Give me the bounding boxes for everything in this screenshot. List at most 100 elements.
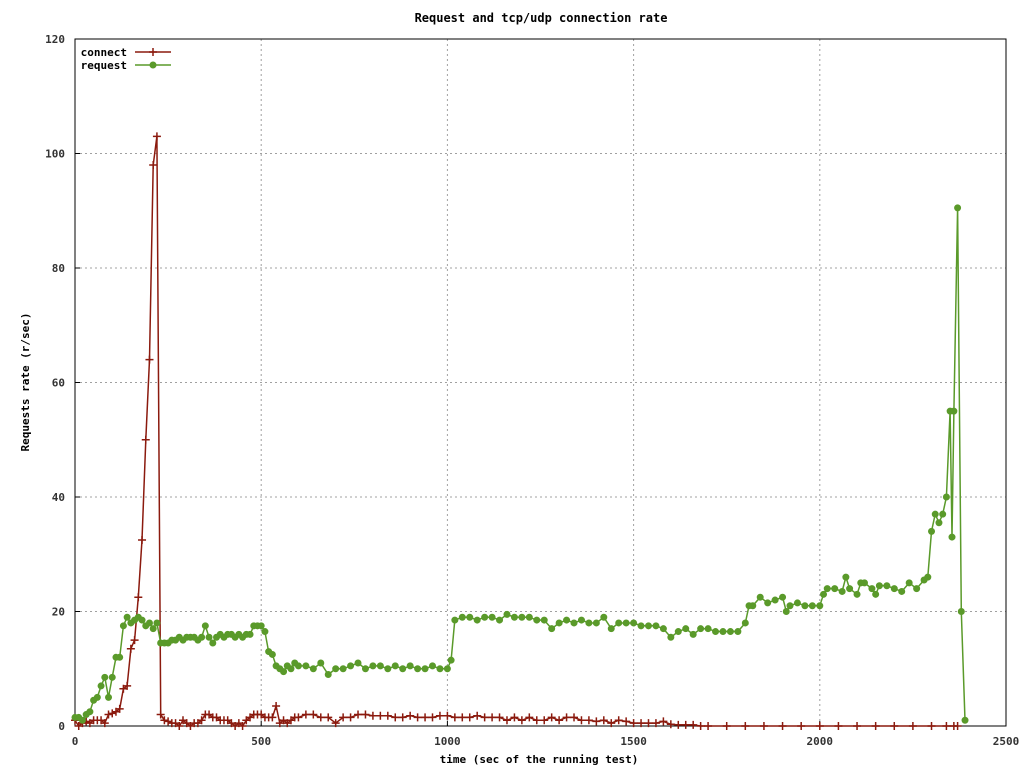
connect-point <box>123 681 132 690</box>
request-point <box>950 407 958 415</box>
request-point <box>704 625 712 633</box>
legend-label-request: request <box>81 59 127 72</box>
chart-title: Request and tcp/udp connection rate <box>415 11 668 25</box>
request-point <box>667 633 675 641</box>
x-tick-label: 0 <box>72 735 79 748</box>
connect-point <box>577 716 586 725</box>
connect-point <box>629 719 638 728</box>
connect-point <box>570 713 579 722</box>
request-point <box>890 585 898 593</box>
connect-point <box>622 717 631 726</box>
connect-point <box>145 355 154 364</box>
connect-point <box>696 722 705 730</box>
request-point <box>860 579 868 587</box>
request-point <box>793 599 801 607</box>
connect-point <box>130 636 139 645</box>
request-point <box>935 519 943 527</box>
request-point <box>257 622 265 630</box>
connect-point <box>272 701 281 710</box>
request-point <box>875 582 883 590</box>
x-tick-label: 1000 <box>434 735 461 748</box>
request-point <box>712 628 720 636</box>
request-point <box>939 510 947 518</box>
connect-point <box>465 713 474 722</box>
connect-point <box>722 722 731 730</box>
connect-point <box>458 713 467 722</box>
x-tick-label: 2000 <box>807 735 834 748</box>
request-point <box>294 662 302 670</box>
connect-point <box>815 722 824 730</box>
request-point <box>332 665 340 673</box>
request-point <box>97 682 105 690</box>
request-point <box>726 628 734 636</box>
request-point <box>86 708 94 716</box>
y-tick-label: 0 <box>58 720 65 733</box>
series-connect <box>71 132 962 730</box>
series-request <box>71 204 969 724</box>
request-point <box>153 619 161 627</box>
connect-point <box>354 710 363 719</box>
request-point <box>324 670 332 678</box>
request-point <box>846 585 854 593</box>
connect-point <box>908 722 917 730</box>
request-point <box>436 665 444 673</box>
connect-point <box>391 713 400 722</box>
connect-point <box>141 435 150 444</box>
request-point <box>659 625 667 633</box>
request-point <box>756 593 764 601</box>
connect-point <box>741 722 750 730</box>
request-point <box>771 596 779 604</box>
request-point <box>600 613 608 621</box>
request-point <box>957 608 965 615</box>
connect-point <box>547 713 556 722</box>
connect-point <box>540 716 549 725</box>
x-tick-label: 1500 <box>620 735 647 748</box>
connect-point <box>149 160 158 169</box>
request-point <box>268 650 276 658</box>
request-point <box>496 616 504 624</box>
x-tick-label: 500 <box>251 735 271 748</box>
connect-point <box>525 713 534 722</box>
request-point <box>205 633 213 641</box>
connect-point <box>383 711 392 720</box>
connect-point <box>324 713 333 722</box>
series-layer <box>71 132 969 730</box>
request-point <box>108 673 116 681</box>
request-point <box>928 527 936 535</box>
request-point <box>838 587 846 595</box>
request-point <box>391 662 399 670</box>
request-point <box>209 639 217 647</box>
request-point <box>734 628 742 636</box>
grid-layer <box>75 39 1006 726</box>
request-point <box>697 625 705 633</box>
connect-point <box>681 720 690 729</box>
connect-point <box>134 593 143 602</box>
connect-point <box>532 716 541 725</box>
connect-point <box>778 722 787 730</box>
connect-point <box>871 722 880 730</box>
request-point <box>406 662 414 670</box>
request-point <box>820 590 828 598</box>
connect-point <box>607 719 616 728</box>
request-point <box>510 613 518 621</box>
connect-point <box>108 709 117 718</box>
connect-point <box>510 713 519 722</box>
connect-point <box>637 719 646 728</box>
connect-point <box>376 711 385 720</box>
tick-layer: 0 500 1000 1500 2000 2500 0 20 40 60 80 100 120 <box>45 33 1019 748</box>
request-point <box>548 625 556 633</box>
connect-point <box>126 644 135 653</box>
request-point <box>823 585 831 593</box>
connect-point <box>704 722 713 730</box>
request-point <box>570 619 578 627</box>
request-point <box>309 665 317 673</box>
y-tick-label: 60 <box>52 377 65 390</box>
connect-point <box>294 713 303 722</box>
legend-label-connect: connect <box>81 46 127 59</box>
request-point <box>145 619 153 627</box>
connect-point <box>614 716 623 725</box>
request-point <box>942 493 950 501</box>
connect-point <box>797 722 806 730</box>
